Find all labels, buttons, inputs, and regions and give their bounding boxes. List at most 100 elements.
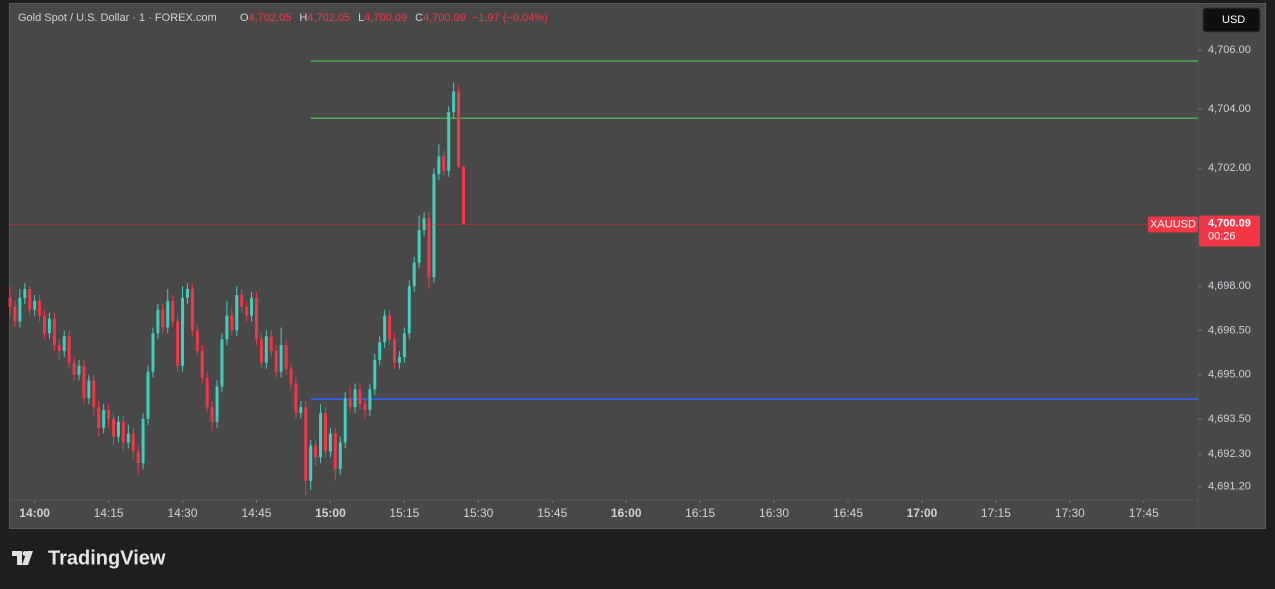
x-tick-label: 17:45 — [1129, 506, 1159, 520]
y-tick-label: 4,692.30 — [1208, 448, 1251, 460]
logo-dot — [22, 551, 28, 556]
candle-body — [284, 345, 288, 369]
candle-body — [279, 345, 283, 372]
candle-body — [13, 306, 17, 322]
candle-body — [18, 297, 22, 322]
candle-body — [102, 410, 106, 428]
candle-body — [392, 339, 396, 363]
countdown: 00:26 — [1208, 230, 1236, 242]
legend-c: 4,700.09 — [423, 12, 466, 24]
legend-l-letter: L — [358, 12, 364, 24]
candle-body — [269, 336, 273, 352]
candle-body — [368, 389, 372, 411]
currency-button[interactable]: USD — [1222, 14, 1245, 26]
candle-body — [235, 294, 239, 331]
candle-body — [319, 412, 323, 458]
candle-body — [422, 218, 426, 231]
candle-body — [87, 380, 91, 399]
y-tick-label: 4,693.50 — [1208, 413, 1251, 425]
candle-body — [166, 300, 170, 328]
candle-body — [348, 398, 352, 408]
candle-body — [240, 294, 244, 307]
candle-body — [210, 407, 214, 422]
legend-c-letter: C — [415, 12, 423, 24]
candle-body — [343, 398, 347, 443]
candle-body — [363, 404, 367, 411]
x-tick-label: 16:45 — [833, 506, 863, 520]
candle-body — [107, 410, 111, 419]
candle-body — [323, 412, 327, 452]
candle-body — [264, 336, 268, 363]
last-price-label-bg — [1199, 215, 1260, 247]
candle-body — [442, 156, 446, 172]
tradingview-logo: TradingView — [12, 547, 166, 569]
candle-body — [176, 321, 180, 366]
x-tick-label: 15:15 — [389, 506, 419, 520]
legend-h: 4,702.05 — [307, 12, 350, 24]
candle-body — [215, 386, 219, 422]
x-tick-label: 16:30 — [759, 506, 789, 520]
candle-body — [185, 289, 189, 298]
candle-body — [151, 333, 155, 372]
x-tick-label: 14:15 — [94, 506, 124, 520]
candle-body — [328, 433, 332, 452]
candle-body — [225, 315, 229, 340]
x-tick-label: 15:30 — [463, 506, 493, 520]
currency-button-bg[interactable] — [1202, 7, 1261, 33]
candle-body — [294, 383, 298, 413]
candle-body — [33, 300, 37, 310]
candle-body — [72, 362, 76, 375]
candle-body — [452, 91, 456, 113]
candle-body — [47, 318, 51, 334]
y-tick-label: 4,706.00 — [1208, 44, 1251, 56]
candle-body — [181, 297, 185, 366]
symbol-label: XAUUSD — [1150, 218, 1196, 230]
x-tick-label: 14:30 — [168, 506, 198, 520]
candle-body — [116, 421, 120, 437]
candle-body — [245, 306, 249, 316]
y-tick-label: 4,695.00 — [1208, 369, 1251, 381]
legend-o: 4,702.05 — [249, 12, 292, 24]
candle-body — [38, 300, 42, 316]
candle-body — [200, 351, 204, 378]
ohlc-legend: O 4,702.05 H 4,702.05 L 4,700.09 C 4,700.09 −1.9… — [240, 12, 548, 24]
y-tick-label: 4,696.50 — [1208, 324, 1251, 336]
last-price-label: 4,700.09 — [1208, 217, 1251, 229]
candle-body — [146, 371, 150, 419]
candle-body — [333, 433, 337, 470]
candle-body — [338, 442, 342, 470]
y-tick-label: 4,691.20 — [1208, 481, 1251, 493]
y-tick-label: 4,698.00 — [1208, 280, 1251, 292]
x-tick-label: 14:45 — [241, 506, 271, 520]
candle-body — [97, 407, 101, 428]
legend-h-letter: H — [299, 12, 307, 24]
candle-body — [190, 289, 194, 331]
candle-body — [230, 315, 234, 331]
candle-body — [62, 336, 66, 352]
brand: TradingView — [48, 547, 166, 569]
x-tick-label: 15:45 — [537, 506, 567, 520]
candle-body — [383, 315, 387, 343]
candle-body — [274, 351, 278, 372]
x-tick-label: 15:00 — [315, 506, 346, 520]
candle-body — [412, 262, 416, 287]
legend-o-letter: O — [240, 12, 249, 24]
candle-body — [299, 407, 303, 413]
candle-body — [462, 166, 466, 225]
candle-body — [82, 365, 86, 399]
candle-body — [28, 289, 32, 310]
candle-body — [8, 297, 12, 307]
candle-body — [57, 345, 61, 352]
candle-body — [92, 380, 96, 408]
x-tick-label: 14:00 — [19, 506, 50, 520]
chart-panel — [9, 3, 1266, 529]
y-tick-label: 4,704.00 — [1208, 103, 1251, 115]
candle-body — [136, 451, 140, 464]
candle-body — [432, 174, 436, 278]
candle-body — [289, 368, 293, 384]
candle-body — [373, 359, 377, 390]
x-tick-label: 17:30 — [1055, 506, 1085, 520]
candle-body — [304, 407, 308, 481]
